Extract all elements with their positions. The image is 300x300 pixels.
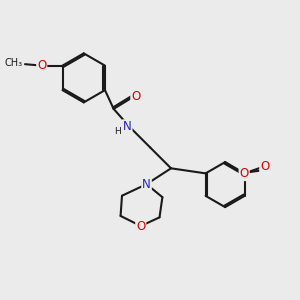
Text: O: O [239, 167, 249, 180]
Text: N: N [142, 178, 151, 191]
Text: O: O [260, 160, 269, 173]
Text: O: O [37, 59, 46, 72]
Text: N: N [123, 120, 132, 133]
Text: O: O [131, 90, 140, 103]
Text: CH₃: CH₃ [5, 58, 23, 68]
Text: O: O [136, 220, 146, 232]
Text: H: H [114, 128, 121, 136]
